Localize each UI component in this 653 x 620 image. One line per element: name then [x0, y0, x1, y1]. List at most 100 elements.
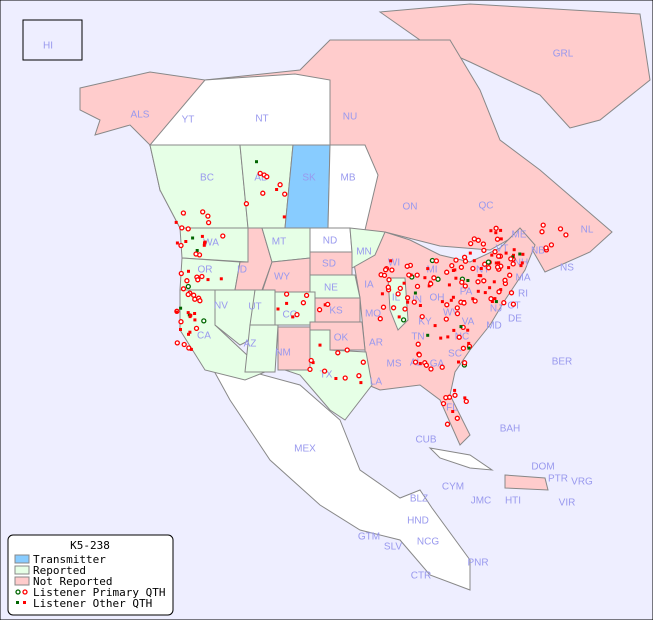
listener-primary-qth-marker	[386, 277, 392, 283]
region-label-nm: NM	[275, 348, 291, 359]
listener-other-qth-marker	[451, 410, 455, 413]
listener-primary-qth-marker	[460, 345, 467, 351]
listener-primary-qth-marker	[435, 276, 441, 282]
legend-label-transmitter: Transmitter	[33, 553, 106, 566]
listener-other-qth-marker	[275, 188, 279, 191]
listener-primary-qth-marker	[178, 242, 184, 249]
listener-primary-qth-marker	[485, 265, 492, 271]
region-label-id: ID	[237, 265, 247, 276]
listener-other-qth-marker	[186, 311, 190, 315]
listener-primary-qth-marker	[539, 229, 545, 235]
listener-other-qth-marker	[380, 292, 384, 296]
listener-primary-qth-marker	[423, 362, 430, 368]
listener-other-qth-marker	[512, 253, 515, 257]
legend-primary-icon	[22, 589, 28, 595]
listener-other-qth-marker	[494, 231, 498, 235]
listener-primary-qth-marker	[282, 191, 288, 197]
listener-other-qth-marker	[467, 346, 471, 350]
region-label-nd: ND	[323, 236, 337, 247]
region-label-ok: OK	[334, 333, 349, 344]
listener-primary-qth-marker	[406, 272, 412, 278]
region-label-dom: DOM	[531, 462, 554, 473]
listener-primary-qth-marker	[243, 201, 250, 207]
listener-primary-qth-marker	[402, 306, 408, 312]
legend-other-icon	[23, 601, 26, 604]
region-label-mo: MO	[365, 309, 381, 320]
region-nt	[148, 73, 331, 146]
listener-other-qth-marker	[490, 300, 494, 303]
listener-primary-qth-marker	[454, 310, 461, 317]
region-label-qc: QC	[479, 201, 494, 212]
region-label-hi: HI	[43, 41, 53, 52]
listener-primary-qth-marker	[205, 213, 211, 219]
listener-primary-qth-marker	[461, 300, 467, 306]
region-label-ny: NY	[476, 265, 490, 276]
listener-primary-qth-marker	[463, 398, 469, 405]
region-label-nt: NT	[255, 114, 268, 125]
legend-box	[7, 534, 174, 616]
listener-other-qth-marker	[447, 283, 451, 287]
listener-primary-qth-marker	[193, 325, 200, 332]
listener-primary-qth-marker	[444, 269, 450, 275]
listener-other-qth-marker	[184, 240, 188, 243]
region-label-sd: SD	[322, 259, 336, 270]
listener-primary-qth-marker	[200, 209, 206, 215]
listener-primary-qth-marker	[414, 272, 420, 278]
region-label-ky: KY	[418, 317, 432, 328]
listener-primary-qth-marker	[502, 277, 508, 283]
region-label-ns: NS	[560, 263, 574, 274]
listener-other-qth-marker	[497, 261, 501, 265]
listener-primary-qth-marker	[201, 318, 207, 324]
listener-primary-qth-marker	[563, 232, 569, 238]
listener-primary-qth-marker	[381, 272, 388, 279]
region-az	[244, 324, 279, 373]
listener-other-qth-marker	[291, 315, 295, 319]
listener-other-qth-marker	[492, 280, 496, 284]
listener-primary-qth-marker	[501, 300, 507, 306]
region-label-wy: WY	[274, 272, 290, 283]
listener-other-qth-marker	[499, 228, 503, 232]
legend-other-reported-icon	[16, 601, 19, 604]
listener-other-qth-marker	[179, 306, 183, 310]
region-il	[387, 277, 409, 331]
region-cub	[428, 447, 494, 471]
listener-primary-qth-marker	[492, 249, 498, 255]
region-label-slv: SLV	[384, 542, 402, 553]
listener-primary-qth-marker	[192, 296, 198, 302]
listener-primary-qth-marker	[510, 301, 517, 307]
listener-other-qth-marker	[402, 281, 406, 285]
listener-other-qth-marker	[454, 276, 458, 280]
region-label-nj: NJ	[490, 304, 502, 315]
listener-other-qth-marker	[518, 252, 522, 256]
listener-other-qth-marker	[494, 261, 498, 265]
listener-other-qth-marker	[483, 291, 487, 295]
listener-other-qth-marker	[488, 286, 492, 290]
listener-other-qth-marker	[433, 324, 437, 328]
listener-primary-qth-marker	[400, 317, 407, 323]
listener-other-qth-marker	[453, 268, 457, 272]
listener-other-qth-marker	[521, 252, 525, 256]
listener-primary-qth-marker	[440, 400, 447, 407]
legend-label-other-qth: Listener Other QTH	[33, 597, 152, 610]
region-label-pnr: PNR	[467, 558, 488, 569]
listener-other-qth-marker	[413, 291, 417, 295]
listener-other-qth-marker	[466, 328, 470, 332]
listener-primary-qth-marker	[461, 360, 468, 366]
listener-other-qth-marker	[520, 261, 524, 265]
region-label-fl: FL	[446, 403, 458, 414]
listener-primary-qth-marker	[462, 283, 468, 289]
region-label-yt: YT	[182, 115, 195, 126]
listener-other-qth-marker	[334, 377, 338, 380]
region-label-ne: NE	[324, 283, 338, 294]
listener-primary-qth-marker	[444, 421, 451, 427]
region-label-ab: AB	[254, 173, 268, 184]
listener-primary-qth-marker	[456, 334, 462, 340]
legend-swatch-not-reported	[14, 576, 30, 586]
region-label-nu: NU	[343, 112, 357, 123]
listener-other-qth-marker	[479, 267, 483, 270]
region-label-vrg: VRG	[571, 477, 593, 488]
listener-primary-qth-marker	[283, 291, 290, 297]
listener-other-qth-marker	[418, 304, 422, 307]
listener-primary-qth-marker	[443, 394, 449, 401]
